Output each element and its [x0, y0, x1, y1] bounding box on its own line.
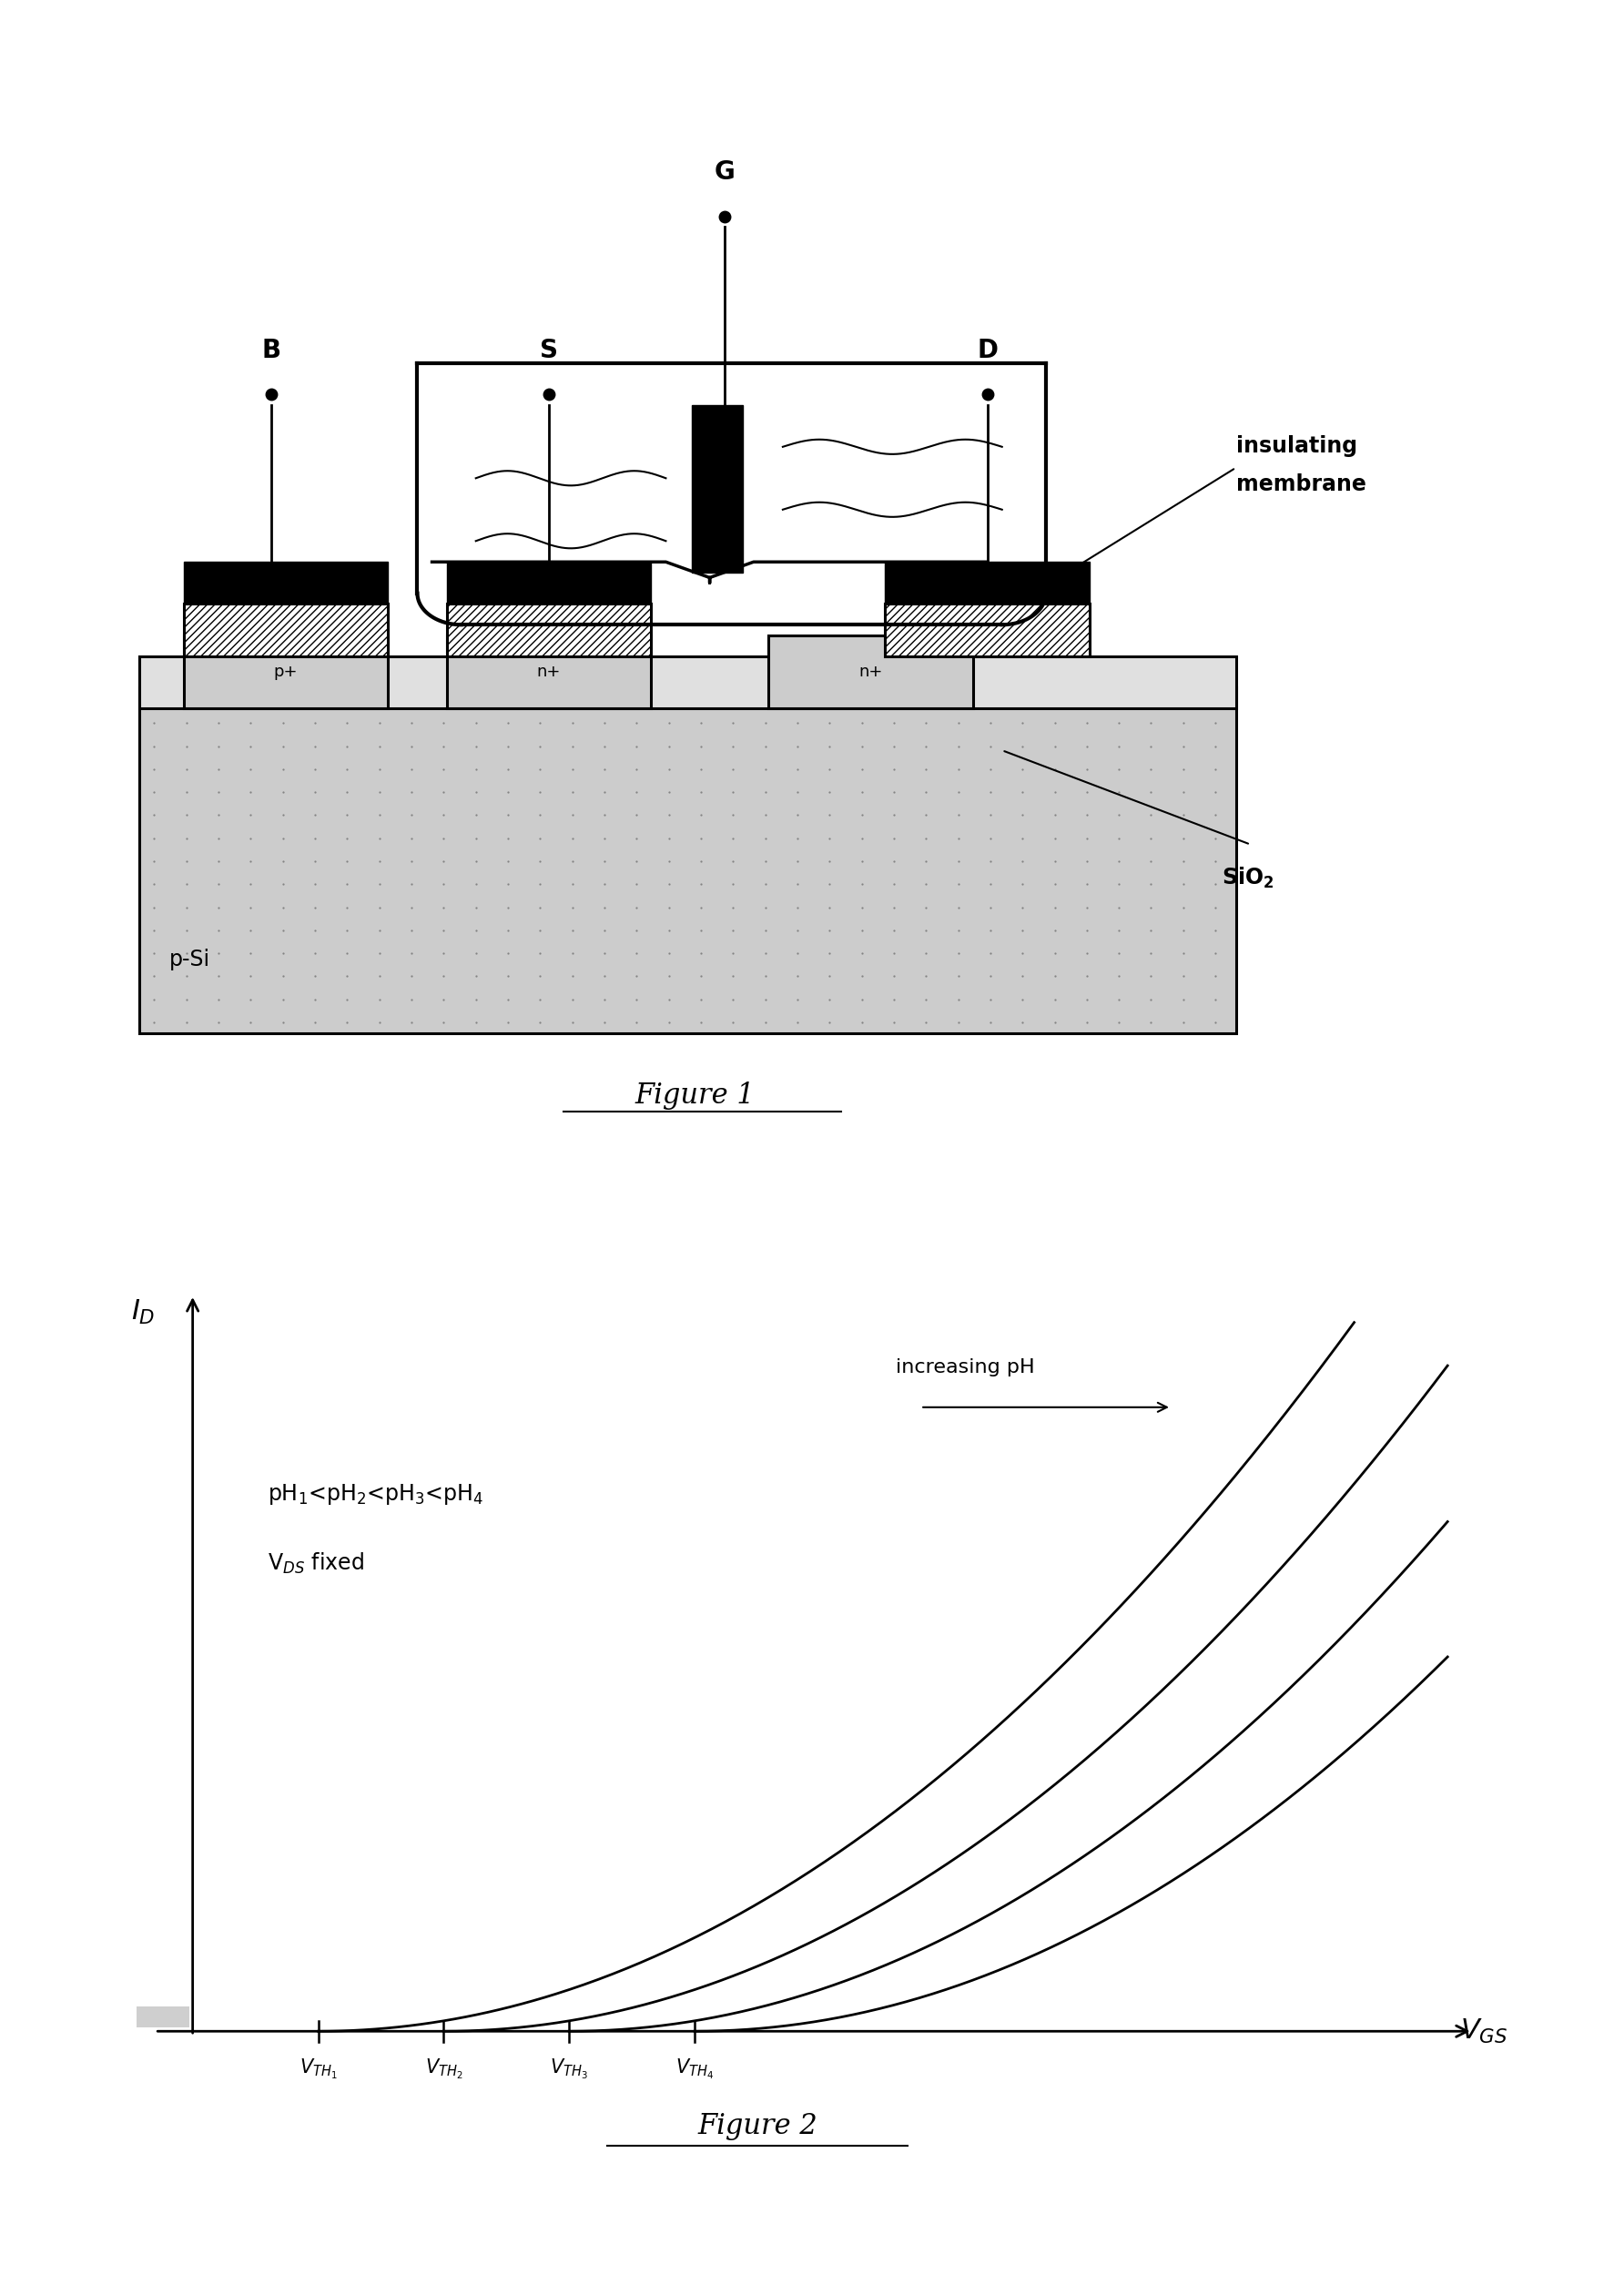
- Bar: [447, 562, 651, 603]
- Text: V$_{DS}$ fixed: V$_{DS}$ fixed: [268, 1552, 364, 1577]
- Bar: [136, 2007, 188, 2027]
- Text: $\mathbf{SiO_2}$: $\mathbf{SiO_2}$: [1221, 864, 1273, 890]
- Bar: [184, 562, 388, 603]
- Text: S: S: [539, 337, 559, 364]
- Text: B: B: [261, 337, 281, 364]
- Bar: [692, 405, 742, 573]
- Bar: [768, 635, 973, 708]
- Text: Figure 1: Figure 1: [635, 1081, 755, 1110]
- Text: membrane: membrane: [1236, 473, 1366, 496]
- Text: $I_D$: $I_D$: [132, 1297, 154, 1326]
- Text: pH$_1$<pH$_2$<pH$_3$<pH$_4$: pH$_1$<pH$_2$<pH$_3$<pH$_4$: [268, 1481, 484, 1506]
- Bar: [184, 635, 388, 708]
- Bar: [140, 655, 1236, 708]
- Text: n+: n+: [538, 664, 560, 680]
- Bar: [447, 603, 651, 655]
- Bar: [184, 603, 388, 655]
- Bar: [885, 562, 1090, 603]
- Text: $V_{TH_3}$: $V_{TH_3}$: [551, 2057, 588, 2082]
- Text: $V_{TH_1}$: $V_{TH_1}$: [299, 2057, 338, 2082]
- Bar: [447, 635, 651, 708]
- Text: Figure 2: Figure 2: [697, 2113, 817, 2141]
- Bar: [140, 687, 1236, 1033]
- Text: insulating: insulating: [1236, 435, 1358, 457]
- Bar: [885, 603, 1090, 655]
- Text: n+: n+: [859, 664, 882, 680]
- Text: $V_{TH_4}$: $V_{TH_4}$: [676, 2057, 715, 2082]
- Text: increasing pH: increasing pH: [895, 1358, 1034, 1376]
- Text: $V_{GS}$: $V_{GS}$: [1460, 2018, 1507, 2045]
- Text: G: G: [715, 159, 734, 184]
- Text: p-Si: p-Si: [169, 949, 209, 971]
- Text: D: D: [978, 337, 997, 364]
- Text: $V_{TH_2}$: $V_{TH_2}$: [425, 2057, 463, 2082]
- Text: p+: p+: [274, 664, 297, 680]
